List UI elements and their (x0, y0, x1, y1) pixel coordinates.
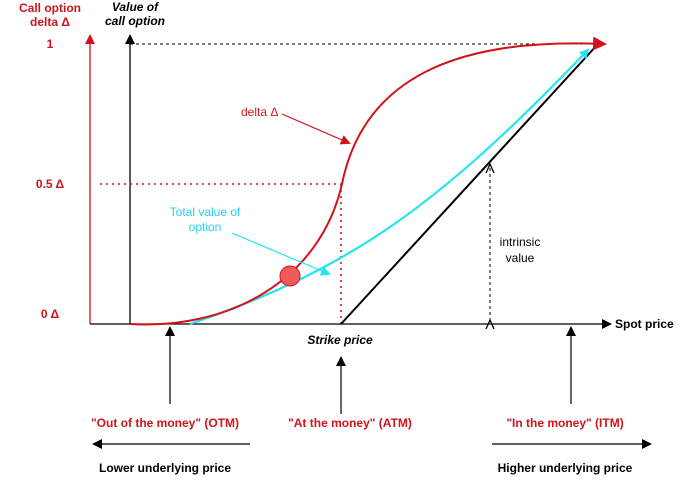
higher-price-label: Higher underlying price (498, 461, 633, 475)
total-value-label-line1: Total value of (170, 205, 241, 219)
intrinsic-value-line (340, 43, 599, 325)
tick-label-zero: 0 Δ (41, 307, 60, 321)
delta-label-pointer (281, 113, 351, 145)
lower-price-label: Lower underlying price (99, 461, 231, 475)
delta-axis-title-line2: delta Δ (30, 15, 70, 29)
atm-label: "At the money" (ATM) (288, 416, 412, 430)
total-value-label-line2: option (189, 220, 222, 234)
value-axis-title-line2: call option (105, 14, 165, 28)
value-axis-title-line1: Value of (112, 0, 159, 14)
strike-price-label: Strike price (307, 333, 373, 347)
delta-curve-label: delta Δ (241, 105, 278, 119)
tick-label-one: 1 (47, 37, 54, 51)
tick-label-half: 0.5 Δ (36, 177, 65, 191)
total-value-label-pointer (231, 232, 331, 276)
delta-axis-title-line1: Call option (19, 1, 81, 15)
itm-label: "In the money" (ITM) (506, 416, 623, 430)
delta-curve (129, 36, 607, 326)
intrinsic-value-label-line1: intrinsic (500, 235, 541, 249)
total-value-curve (189, 48, 590, 326)
delta-curve-marker (279, 265, 301, 287)
otm-label: "Out of the money" (OTM) (91, 416, 239, 430)
spot-price-label: Spot price (615, 317, 674, 331)
intrinsic-value-label-line2: value (506, 251, 535, 265)
